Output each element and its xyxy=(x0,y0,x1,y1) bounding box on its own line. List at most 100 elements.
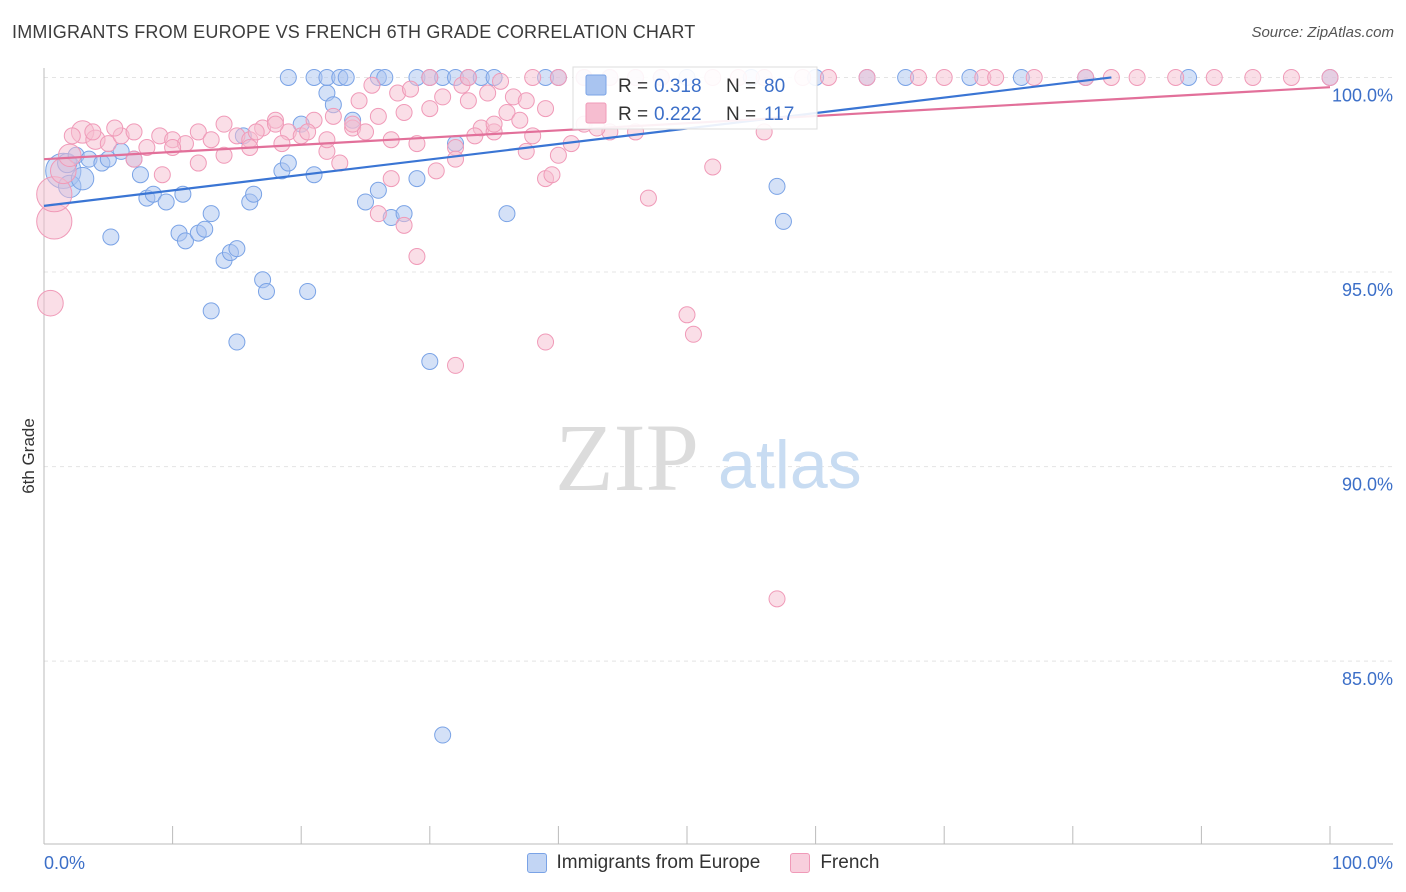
y-tick-label-2: 90.0% xyxy=(1342,475,1393,495)
point-s0-26 xyxy=(245,185,263,203)
point-s1-10 xyxy=(138,138,156,156)
point-s1-38 xyxy=(498,103,516,121)
point-s0-19 xyxy=(202,205,220,223)
point-s1-85 xyxy=(247,123,265,141)
stats-r-label-blue: R = xyxy=(618,76,648,97)
trend-line-0 xyxy=(43,76,1112,207)
point-s1-66 xyxy=(408,247,426,265)
point-s0-10 xyxy=(131,166,149,184)
point-s1-107 xyxy=(935,68,953,86)
legend-label-french: French xyxy=(820,852,880,873)
point-s1-114 xyxy=(1167,68,1185,86)
point-s1-110 xyxy=(1025,68,1043,86)
legend-item-europe[interactable]: Immigrants from Europe xyxy=(526,852,761,874)
point-s0-46 xyxy=(102,228,120,246)
stats-r-label-pink: R = xyxy=(618,104,648,125)
point-s1-118 xyxy=(1321,68,1339,86)
point-s1-0 xyxy=(37,289,64,317)
stats-n-label-blue: N = xyxy=(726,76,756,97)
point-s1-115 xyxy=(1205,68,1223,86)
point-s1-53 xyxy=(324,107,342,125)
point-s0-48 xyxy=(768,177,786,195)
point-s1-106 xyxy=(909,68,927,86)
point-s1-28 xyxy=(369,107,387,125)
point-s1-70 xyxy=(684,325,702,343)
point-s1-4 xyxy=(58,143,82,167)
stats-r-value-pink: 0.222 xyxy=(654,104,702,125)
point-s0-37 xyxy=(357,193,374,211)
legend-swatch-europe xyxy=(526,853,547,873)
point-s1-111 xyxy=(1077,68,1095,86)
stats-legend-box xyxy=(572,66,818,130)
point-s1-77 xyxy=(447,150,465,168)
point-s1-105 xyxy=(858,68,876,86)
stats-r-value-blue: 0.318 xyxy=(654,76,702,97)
watermark-atlas: atlas xyxy=(718,427,862,503)
stats-n-value-pink: 117 xyxy=(764,104,794,125)
legend-label-europe: Immigrants from Europe xyxy=(556,852,761,873)
point-s0-50 xyxy=(279,68,297,86)
point-s0-20 xyxy=(202,302,220,320)
point-s0-54 xyxy=(337,68,355,86)
point-s1-41 xyxy=(537,100,555,118)
point-s1-52 xyxy=(266,115,284,133)
point-s1-30 xyxy=(395,103,413,121)
point-s1-68 xyxy=(537,333,555,351)
point-s0-38 xyxy=(369,181,387,199)
stats-n-label-pink: N = xyxy=(726,104,756,125)
point-s0-42 xyxy=(421,353,439,371)
point-s1-93 xyxy=(459,68,477,86)
stats-n-value-blue: 80 xyxy=(764,76,785,97)
point-s0-43 xyxy=(434,726,452,744)
point-s1-27 xyxy=(357,123,374,141)
point-s0-16 xyxy=(176,232,194,250)
series-legend: Immigrants from Europe French xyxy=(0,852,1406,874)
y-tick-label-1: 95.0% xyxy=(1342,280,1393,300)
x-tick-label-right: 100.0% xyxy=(1332,853,1393,873)
point-s1-59 xyxy=(479,84,497,102)
data-points xyxy=(36,68,1339,744)
point-s1-91 xyxy=(84,123,102,141)
point-s1-15 xyxy=(202,131,220,149)
point-s1-95 xyxy=(549,68,567,86)
point-s1-94 xyxy=(524,68,542,86)
point-s0-13 xyxy=(157,193,175,211)
point-s1-75 xyxy=(382,170,400,188)
point-s1-109 xyxy=(987,68,1005,86)
point-s1-32 xyxy=(421,100,439,118)
watermark: ZIP atlas xyxy=(555,404,862,511)
point-s1-69 xyxy=(678,306,696,324)
stats-legend: R = 0.318 N = 80 R = 0.222 N = 117 xyxy=(572,66,818,130)
point-s1-50 xyxy=(153,166,171,184)
point-s0-45 xyxy=(498,205,516,223)
point-s0-56 xyxy=(376,68,394,86)
point-s1-62 xyxy=(517,92,535,110)
watermark-zip: ZIP xyxy=(555,404,699,511)
point-s1-87 xyxy=(299,123,317,141)
point-s1-79 xyxy=(485,115,503,133)
point-s1-60 xyxy=(492,72,510,90)
point-s1-83 xyxy=(189,154,207,172)
point-s1-35 xyxy=(459,92,477,110)
point-s1-113 xyxy=(1128,68,1146,86)
point-s1-14 xyxy=(189,123,207,141)
point-s0-28 xyxy=(257,282,275,300)
point-s1-16 xyxy=(215,115,233,133)
point-s1-88 xyxy=(318,131,336,149)
point-s1-42 xyxy=(549,146,567,164)
stats-swatch-blue xyxy=(585,74,607,96)
y-tick-label-0: 100.0% xyxy=(1332,85,1393,105)
point-s1-9 xyxy=(125,123,143,141)
point-s1-55 xyxy=(363,76,381,94)
point-s1-33 xyxy=(434,88,452,106)
y-axis-label: 6th Grade xyxy=(19,418,38,494)
point-s1-54 xyxy=(350,92,368,110)
point-s0-41 xyxy=(408,170,426,188)
point-s1-92 xyxy=(421,68,439,86)
point-s0-49 xyxy=(774,212,792,230)
chart-title: IMMIGRANTS FROM EUROPE VS FRENCH 6TH GRA… xyxy=(12,22,696,42)
legend-item-french[interactable]: French xyxy=(790,852,879,874)
point-s1-90 xyxy=(63,127,81,145)
point-s0-32 xyxy=(299,282,317,300)
